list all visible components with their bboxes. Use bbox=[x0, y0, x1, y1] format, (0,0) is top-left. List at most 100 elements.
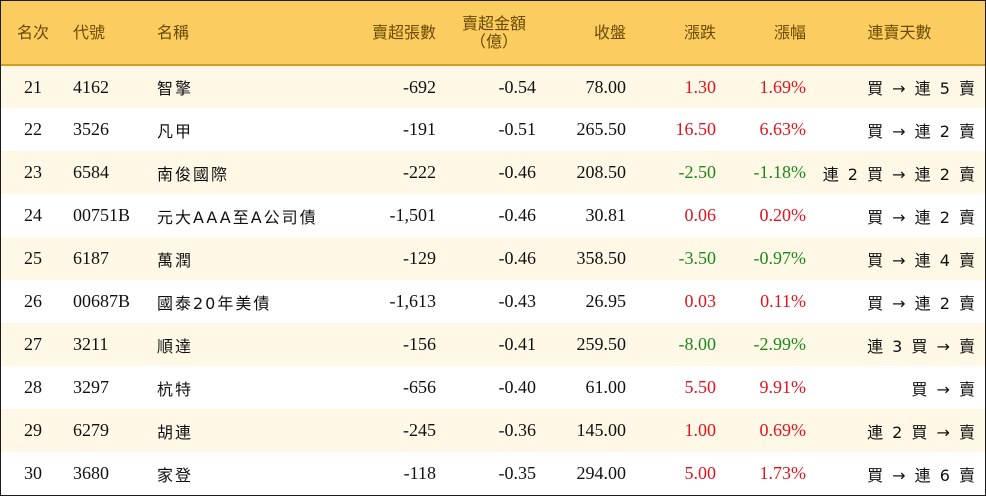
header-net-sell-amount-line2: （億） bbox=[469, 31, 518, 51]
cell-streak: 連 2 買 → 賣 bbox=[867, 422, 977, 442]
cell-name[interactable]: 凡甲 bbox=[157, 121, 194, 141]
cell-rank: 28 bbox=[24, 377, 42, 397]
cell-net-sell-amount: -0.46 bbox=[498, 248, 537, 268]
cell-name[interactable]: 智擎 bbox=[157, 79, 194, 98]
header-close[interactable]: 收盤 bbox=[593, 22, 626, 42]
cell-streak: 買 → 連 2 賣 bbox=[867, 293, 977, 313]
cell-name[interactable]: 胡連 bbox=[157, 422, 194, 442]
cell-change: -8.00 bbox=[678, 334, 717, 354]
cell-name[interactable]: 順達 bbox=[157, 336, 194, 356]
table-row[interactable]: 24 00751B 元大AAA至A公司債 -1,501 -0.46 30.81 … bbox=[1, 194, 985, 237]
cell-code[interactable]: 00687B bbox=[73, 291, 131, 311]
cell-code[interactable]: 6584 bbox=[73, 162, 109, 182]
table-row[interactable]: 22 3526 凡甲 -191 -0.51 265.50 16.50 6.63%… bbox=[1, 108, 985, 151]
cell-change-pct: 0.20% bbox=[759, 205, 807, 225]
cell-change-pct: -1.18% bbox=[753, 162, 807, 182]
cell-change-pct: -0.97% bbox=[753, 248, 807, 268]
cell-rank: 27 bbox=[24, 334, 42, 354]
cell-code[interactable]: 3680 bbox=[73, 463, 109, 483]
cell-rank: 21 bbox=[24, 76, 42, 97]
table-row[interactable]: 30 3680 家登 -118 -0.35 294.00 5.00 1.73% … bbox=[1, 452, 985, 495]
cell-name[interactable]: 元大AAA至A公司債 bbox=[157, 207, 318, 227]
header-streak[interactable]: 連賣天數 bbox=[867, 22, 932, 42]
cell-net-sell-lots: -245 bbox=[403, 420, 436, 440]
table-row[interactable]: 25 6187 萬潤 -129 -0.46 358.50 -3.50 -0.97… bbox=[1, 237, 985, 280]
cell-net-sell-lots: -222 bbox=[403, 162, 436, 182]
cell-streak: 買 → 連 4 賣 bbox=[867, 250, 977, 270]
cell-code[interactable]: 6187 bbox=[73, 248, 109, 268]
cell-net-sell-amount: -0.51 bbox=[498, 119, 537, 139]
cell-name[interactable]: 杭特 bbox=[157, 379, 194, 399]
table-row[interactable]: 28 3297 杭特 -656 -0.40 61.00 5.50 9.91% 買… bbox=[1, 366, 985, 409]
table-row[interactable]: 27 3211 順達 -156 -0.41 259.50 -8.00 -2.99… bbox=[1, 323, 985, 366]
cell-net-sell-lots: -118 bbox=[403, 463, 436, 483]
cell-change: 16.50 bbox=[675, 119, 717, 139]
header-name[interactable]: 名稱 bbox=[157, 22, 190, 42]
cell-net-sell-amount: -0.46 bbox=[498, 162, 537, 182]
header-net-sell-amount[interactable]: 賣超金額 （億） bbox=[444, 1, 544, 65]
cell-streak: 買 → 連 2 賣 bbox=[867, 207, 977, 227]
cell-close: 78.00 bbox=[585, 76, 627, 97]
cell-change: -2.50 bbox=[678, 162, 717, 182]
cell-code[interactable]: 3526 bbox=[73, 119, 109, 139]
header-change[interactable]: 漲跌 bbox=[683, 22, 716, 42]
cell-streak: 買 → 賣 bbox=[911, 379, 977, 399]
cell-close: 61.00 bbox=[585, 377, 627, 397]
cell-rank: 30 bbox=[24, 463, 42, 483]
header-change-pct[interactable]: 漲幅 bbox=[773, 22, 806, 42]
cell-net-sell-lots: -129 bbox=[403, 248, 436, 268]
cell-code[interactable]: 4162 bbox=[73, 76, 109, 97]
table-row[interactable]: 23 6584 南俊國際 -222 -0.46 208.50 -2.50 -1.… bbox=[1, 151, 985, 194]
cell-name[interactable]: 萬潤 bbox=[157, 250, 194, 270]
cell-close: 145.00 bbox=[576, 420, 627, 440]
cell-net-sell-lots: -1,613 bbox=[389, 291, 437, 311]
table-row[interactable]: 29 6279 胡連 -245 -0.36 145.00 1.00 0.69% … bbox=[1, 409, 985, 452]
cell-rank: 22 bbox=[24, 119, 42, 139]
cell-streak: 連 2 買 → 連 2 賣 bbox=[822, 164, 977, 184]
cell-net-sell-lots: -191 bbox=[403, 119, 436, 139]
cell-code[interactable]: 00751B bbox=[73, 205, 131, 225]
cell-close: 259.50 bbox=[576, 334, 627, 354]
cell-code[interactable]: 3211 bbox=[73, 334, 109, 354]
cell-code[interactable]: 3297 bbox=[73, 377, 109, 397]
cell-change: 0.06 bbox=[684, 205, 717, 225]
cell-streak: 買 → 連 5 賣 bbox=[867, 79, 977, 98]
cell-change: 0.03 bbox=[684, 291, 717, 311]
cell-streak: 買 → 連 6 賣 bbox=[867, 465, 977, 485]
table-body: 21 4162 智擎 -692 -0.54 78.00 1.30 1.69% 買… bbox=[1, 65, 985, 495]
cell-streak: 買 → 連 2 賣 bbox=[867, 121, 977, 141]
cell-net-sell-amount: -0.41 bbox=[498, 334, 537, 354]
header-rank[interactable]: 名次 bbox=[16, 22, 49, 42]
cell-net-sell-amount: -0.35 bbox=[498, 463, 537, 483]
cell-net-sell-lots: -656 bbox=[403, 377, 436, 397]
cell-change-pct: 0.11% bbox=[760, 291, 806, 311]
cell-name[interactable]: 家登 bbox=[157, 465, 194, 485]
cell-change-pct: 1.73% bbox=[759, 463, 807, 483]
table-row[interactable]: 21 4162 智擎 -692 -0.54 78.00 1.30 1.69% 買… bbox=[1, 65, 985, 108]
cell-change: -3.50 bbox=[678, 248, 717, 268]
cell-streak: 連 3 買 → 賣 bbox=[867, 336, 977, 356]
cell-net-sell-lots: -1,501 bbox=[389, 205, 437, 225]
cell-change: 5.50 bbox=[684, 377, 717, 397]
cell-rank: 23 bbox=[24, 162, 42, 182]
cell-net-sell-amount: -0.46 bbox=[498, 205, 537, 225]
header-code[interactable]: 代號 bbox=[73, 22, 106, 42]
cell-close: 265.50 bbox=[576, 119, 627, 139]
cell-close: 26.95 bbox=[585, 291, 627, 311]
cell-net-sell-amount: -0.43 bbox=[498, 291, 537, 311]
cell-close: 30.81 bbox=[585, 205, 627, 225]
cell-close: 294.00 bbox=[576, 463, 627, 483]
cell-name[interactable]: 南俊國際 bbox=[157, 164, 230, 184]
cell-net-sell-lots: -156 bbox=[403, 334, 436, 354]
cell-close: 208.50 bbox=[576, 162, 627, 182]
cell-code[interactable]: 6279 bbox=[73, 420, 109, 440]
cell-net-sell-lots: -692 bbox=[403, 76, 436, 97]
cell-rank: 25 bbox=[24, 248, 42, 268]
header-net-sell-amount-line1: 賣超金額 bbox=[461, 13, 526, 33]
cell-close: 358.50 bbox=[576, 248, 627, 268]
table-row[interactable]: 26 00687B 國泰20年美債 -1,613 -0.43 26.95 0.0… bbox=[1, 280, 985, 323]
header-net-sell-lots[interactable]: 賣超張數 bbox=[371, 22, 436, 42]
cell-name[interactable]: 國泰20年美債 bbox=[157, 293, 272, 313]
